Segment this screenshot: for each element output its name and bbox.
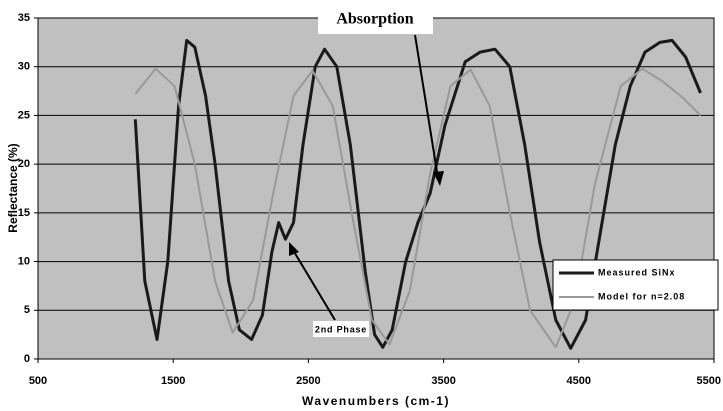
x-axis-label: Wavenumbers (cm-1) — [302, 394, 450, 408]
arrowhead — [433, 171, 444, 186]
y-tick-label: 30 — [18, 61, 30, 73]
x-tick-label: 5500 — [697, 375, 721, 387]
legend: Measured SiNx Model for n=2.08 — [552, 259, 719, 311]
arrow — [414, 34, 439, 179]
annotation-absorption: Absorption — [318, 4, 444, 186]
x-tick-label: 2500 — [296, 375, 320, 387]
y-tick-label: 35 — [18, 12, 30, 24]
y-tick-label: 15 — [18, 207, 30, 219]
y-axis-label: Reflectance (%) — [6, 143, 20, 232]
x-tick-label: 1500 — [161, 375, 185, 387]
annotation-box — [318, 4, 433, 34]
legend-label: Model for n=2.08 — [598, 291, 685, 301]
x-tick-label: 3500 — [431, 375, 455, 387]
legend-label: Measured SiNx — [598, 267, 676, 277]
x-tick-label: 500 — [29, 375, 47, 387]
y-tick-label: 25 — [18, 109, 30, 121]
annotation-text: Absorption — [336, 11, 413, 28]
legend-box — [552, 259, 719, 311]
annotation-text: 2nd Phase — [315, 324, 367, 334]
y-tick-label: 10 — [18, 255, 30, 267]
y-tick-label: 20 — [18, 158, 30, 170]
y-tick-label: 5 — [24, 304, 30, 316]
arrowhead — [289, 242, 299, 256]
annotation-phase: 2nd Phase — [289, 242, 369, 337]
x-tick-label: 4500 — [567, 375, 591, 387]
y-tick-label: 0 — [24, 353, 30, 365]
series-line — [134, 67, 702, 349]
arrow — [292, 249, 336, 321]
annotation-box — [313, 321, 369, 337]
